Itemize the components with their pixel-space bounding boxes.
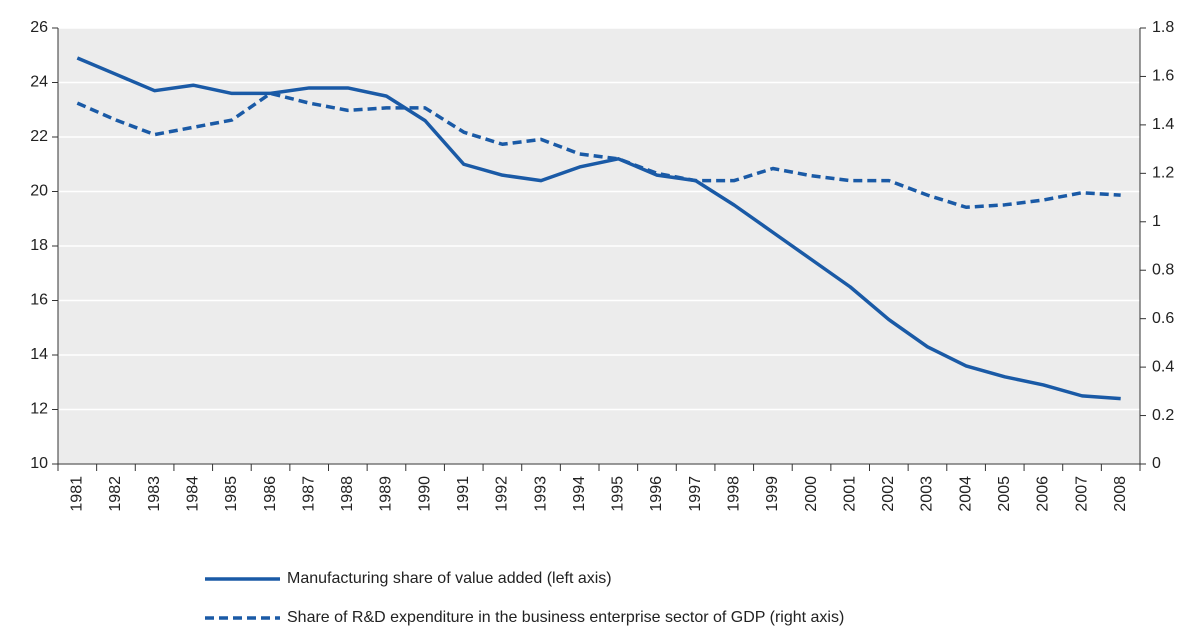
y2-tick-label: 1.2 (1152, 165, 1174, 182)
x-tick-label: 1992 (494, 476, 511, 512)
y2-tick-label: 0.6 (1152, 310, 1174, 327)
x-tick-label: 1995 (610, 476, 627, 512)
x-tick-label: 1997 (687, 476, 704, 512)
x-tick-label: 2002 (880, 476, 897, 512)
x-tick-label: 1984 (184, 476, 201, 512)
x-tick-label: 2000 (803, 476, 820, 512)
legend-label: Manufacturing share of value added (left… (287, 570, 612, 587)
y2-tick-label: 0.2 (1152, 407, 1174, 424)
y2-tick-label: 0.4 (1152, 358, 1174, 375)
x-tick-label: 1991 (455, 476, 472, 512)
y2-tick-label: 1.8 (1152, 19, 1174, 36)
y-tick-label: 14 (30, 346, 48, 363)
y2-tick-label: 1.6 (1152, 68, 1174, 85)
x-tick-label: 1981 (69, 476, 86, 512)
x-tick-label: 2005 (996, 476, 1013, 512)
x-tick-label: 1996 (648, 476, 665, 512)
y2-tick-label: 1 (1152, 213, 1161, 230)
x-tick-label: 2008 (1112, 476, 1129, 512)
legend-label: Share of R&D expenditure in the business… (287, 609, 844, 626)
line-series (76, 56, 1121, 401)
y-tick-label: 20 (30, 183, 48, 200)
x-tick-label: 1990 (416, 476, 433, 512)
y-tick-label: 16 (30, 292, 48, 309)
x-tick-label: 2006 (1035, 476, 1052, 512)
x-tick-label: 1988 (339, 476, 356, 512)
x-tick-label: 1987 (300, 476, 317, 512)
x-tick-label: 1985 (223, 476, 240, 512)
x-tick-label: 1999 (764, 476, 781, 512)
y-tick-label: 22 (30, 128, 48, 145)
x-tick-label: 1994 (571, 476, 588, 512)
x-tick-label: 1982 (107, 476, 124, 512)
x-tick-label: 2003 (919, 476, 936, 512)
y2-tick-label: 0 (1152, 455, 1161, 472)
x-tick-label: 1986 (262, 476, 279, 512)
line-series (76, 91, 1121, 209)
y-tick-label: 12 (30, 401, 48, 418)
x-tick-label: 1989 (378, 476, 395, 512)
x-tick-label: 1983 (146, 476, 163, 512)
y-tick-label: 10 (30, 455, 48, 472)
x-tick-label: 1993 (532, 476, 549, 512)
y2-tick-label: 1.4 (1152, 116, 1174, 133)
y-tick-label: 18 (30, 237, 48, 254)
x-tick-label: 2007 (1073, 476, 1090, 512)
x-tick-label: 2004 (957, 476, 974, 512)
y-tick-label: 24 (30, 74, 48, 91)
x-tick-label: 1998 (725, 476, 742, 512)
x-tick-label: 2001 (841, 476, 858, 512)
y-tick-label: 26 (30, 19, 48, 36)
y2-tick-label: 0.8 (1152, 261, 1174, 278)
